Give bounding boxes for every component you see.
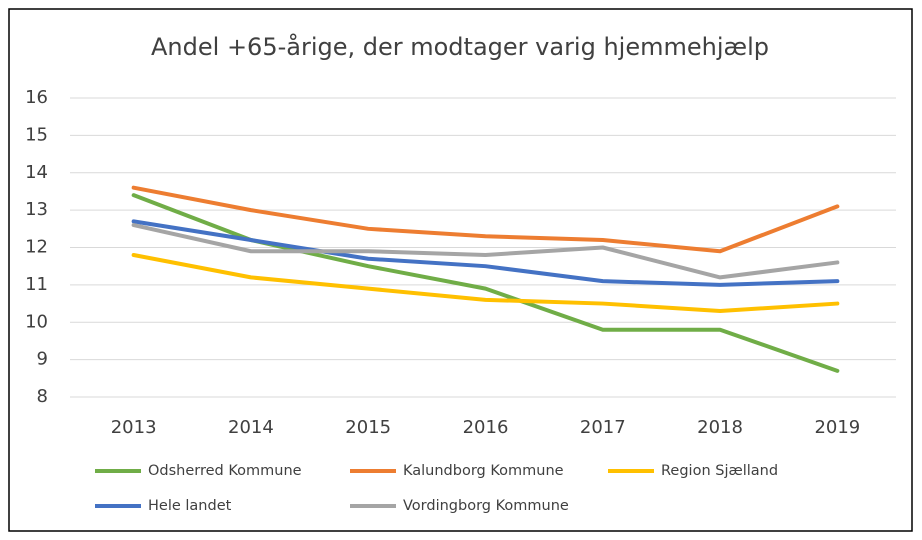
legend-label: Vordingborg Kommune — [403, 498, 569, 514]
x-tick-label: 2014 — [228, 417, 274, 438]
y-tick-label: 14 — [25, 162, 48, 183]
x-tick-label: 2019 — [814, 417, 860, 438]
legend-label: Hele landet — [148, 498, 232, 514]
chart-title: Andel +65-årige, der modtager varig hjem… — [151, 32, 769, 61]
y-tick-label: 15 — [25, 124, 48, 145]
x-tick-label: 2017 — [580, 417, 626, 438]
series-line — [131, 223, 840, 280]
y-tick-label: 12 — [25, 237, 48, 258]
series-line — [131, 185, 840, 254]
series-line — [131, 219, 840, 287]
y-tick-label: 9 — [37, 349, 48, 370]
y-tick-label: 13 — [25, 199, 48, 220]
y-tick-label: 8 — [37, 386, 48, 407]
legend-label: Odsherred Kommune — [148, 463, 302, 479]
x-tick-label: 2015 — [345, 417, 391, 438]
x-tick-label: 2013 — [111, 417, 157, 438]
legend-label: Region Sjælland — [661, 463, 778, 479]
y-tick-label: 16 — [25, 87, 48, 108]
y-tick-label: 11 — [25, 274, 48, 295]
x-tick-label: 2016 — [463, 417, 509, 438]
series-line — [131, 252, 840, 314]
y-tick-label: 10 — [25, 311, 48, 332]
chart-border — [8, 8, 913, 532]
legend-label: Kalundborg Kommune — [403, 463, 564, 479]
x-tick-label: 2018 — [697, 417, 743, 438]
